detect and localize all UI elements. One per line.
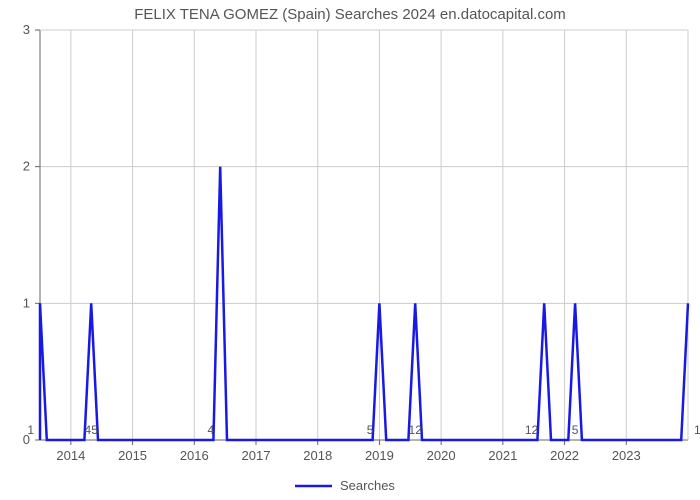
x-tick-label: 2021 bbox=[488, 448, 517, 463]
chart-svg: 0123201420152016201720182019202020212022… bbox=[0, 0, 700, 500]
spike-value-label: 45 bbox=[85, 423, 99, 437]
x-tick-label: 2023 bbox=[612, 448, 641, 463]
searches-chart: FELIX TENA GOMEZ (Spain) Searches 2024 e… bbox=[0, 0, 700, 500]
spike-value-label: 12 bbox=[525, 423, 539, 437]
spike-value-label: 5 bbox=[572, 423, 579, 437]
x-tick-label: 2020 bbox=[427, 448, 456, 463]
spike-value-label: 1 bbox=[27, 423, 34, 437]
x-tick-label: 2017 bbox=[242, 448, 271, 463]
x-tick-label: 2014 bbox=[56, 448, 85, 463]
y-tick-label: 1 bbox=[23, 295, 30, 310]
chart-title: FELIX TENA GOMEZ (Spain) Searches 2024 e… bbox=[0, 6, 700, 23]
x-tick-label: 2018 bbox=[303, 448, 332, 463]
y-tick-label: 3 bbox=[23, 22, 30, 37]
spike-value-label: 12 bbox=[409, 423, 423, 437]
legend-label: Searches bbox=[340, 478, 395, 493]
x-tick-label: 2016 bbox=[180, 448, 209, 463]
x-tick-label: 2015 bbox=[118, 448, 147, 463]
spike-value-label: 5 bbox=[367, 423, 374, 437]
x-tick-label: 2022 bbox=[550, 448, 579, 463]
spike-value-label: 1 bbox=[694, 423, 700, 437]
spike-value-label: 4 bbox=[208, 423, 215, 437]
x-tick-label: 2019 bbox=[365, 448, 394, 463]
y-tick-label: 2 bbox=[23, 159, 30, 174]
